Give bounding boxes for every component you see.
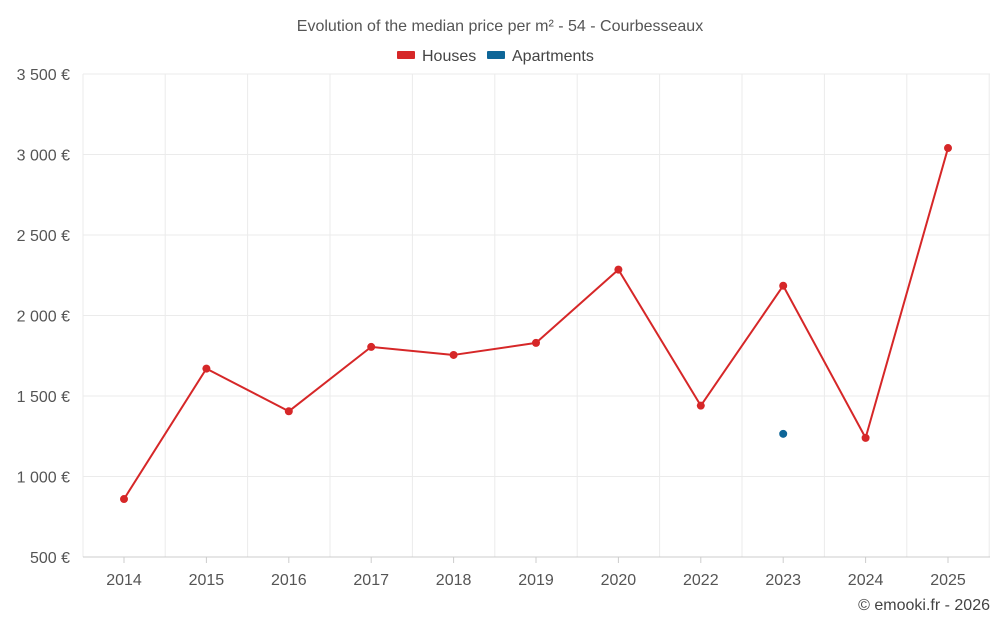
- data-point-houses-2024[interactable]: [861, 433, 870, 442]
- data-point-houses-2025[interactable]: [944, 144, 952, 153]
- x-tick-label: 2014: [106, 572, 142, 589]
- legend-item-apartments[interactable]: Apartments: [487, 48, 594, 65]
- x-tick-label: 2016: [271, 572, 307, 589]
- data-point-houses-2022[interactable]: [696, 401, 705, 410]
- data-point-houses-2015[interactable]: [202, 364, 211, 373]
- series-houses: [120, 144, 952, 504]
- credit-text: © emooki.fr - 2026: [858, 597, 990, 614]
- x-tick-label: 2015: [189, 572, 225, 589]
- legend-swatch: [397, 51, 415, 59]
- y-tick-label: 1 000 €: [17, 470, 70, 487]
- data-point-houses-2017[interactable]: [367, 342, 376, 351]
- data-point-apartments-2023[interactable]: [779, 429, 788, 438]
- x-tick-label: 2024: [848, 572, 884, 589]
- legend[interactable]: Houses Apartments: [397, 48, 594, 65]
- series: [120, 144, 952, 504]
- y-tick-label: 500 €: [30, 550, 70, 567]
- legend-swatch: [487, 51, 505, 59]
- legend-item-houses[interactable]: Houses: [397, 48, 476, 65]
- legend-label: Apartments: [512, 48, 594, 65]
- x-tick-label: 2022: [683, 572, 719, 589]
- chart-title: Evolution of the median price per m² - 5…: [297, 18, 703, 35]
- data-point-houses-2016[interactable]: [284, 407, 293, 416]
- x-tick-label: 2025: [930, 572, 966, 589]
- x-tick-label: 2023: [765, 572, 801, 589]
- y-tick-label: 3 500 €: [17, 67, 70, 84]
- data-point-houses-2018[interactable]: [449, 350, 458, 359]
- data-point-houses-2014[interactable]: [120, 495, 128, 504]
- x-tick-label: 2018: [436, 572, 472, 589]
- data-point-houses-2023[interactable]: [779, 281, 788, 290]
- data-point-houses-2020[interactable]: [614, 265, 623, 274]
- x-tick-label: 2017: [353, 572, 389, 589]
- x-tick-label: 2020: [601, 572, 637, 589]
- x-tick-label: 2019: [518, 572, 554, 589]
- series-apartments: [779, 429, 788, 438]
- grid: [82, 73, 990, 557]
- y-tick-label: 2 500 €: [17, 228, 70, 245]
- y-tick-label: 3 000 €: [17, 148, 70, 165]
- data-point-houses-2019[interactable]: [532, 338, 540, 347]
- axes: 500 € 1 000 € 1 500 € 2 000 € 2 500 € 3 000 €…: [17, 67, 990, 589]
- legend-label: Houses: [422, 48, 476, 65]
- y-tick-label: 1 500 €: [17, 389, 70, 406]
- y-tick-label: 2 000 €: [17, 309, 70, 326]
